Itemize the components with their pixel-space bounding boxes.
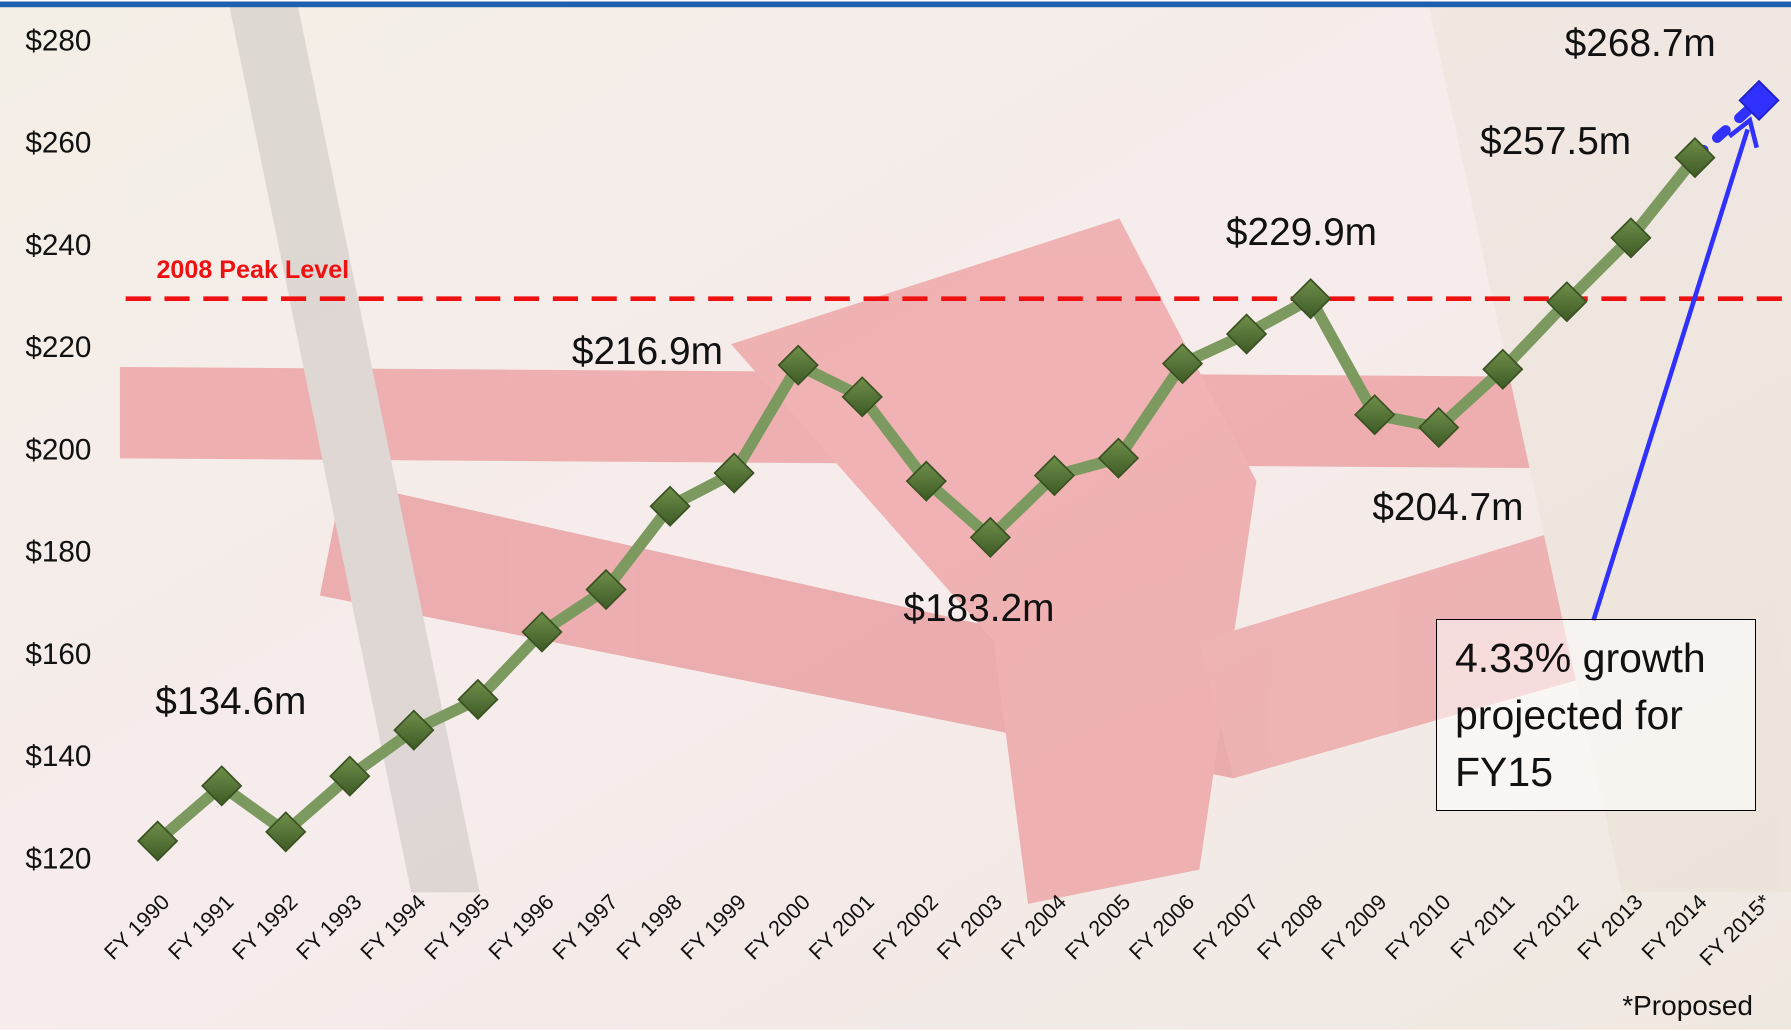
data-point: [1674, 136, 1716, 179]
data-label: $229.9m: [1226, 211, 1377, 254]
data-point: [393, 709, 435, 751]
reference-label: 2008 Peak Level: [156, 256, 349, 284]
data-point: [1097, 437, 1140, 479]
data-point: [1289, 278, 1332, 320]
data-point: [777, 344, 819, 386]
data-label: $257.5m: [1480, 120, 1631, 163]
y-tick-label: $200: [25, 433, 91, 466]
data-point: [1546, 281, 1588, 323]
data-label: $183.2m: [903, 587, 1054, 630]
y-tick-label: $140: [25, 740, 91, 773]
data-point: [265, 811, 307, 853]
y-tick-label: $120: [25, 842, 91, 875]
data-point: [1225, 313, 1268, 355]
data-point: [969, 516, 1011, 559]
data-point: [905, 460, 947, 502]
data-point: [1738, 79, 1780, 122]
data-label: $204.7m: [1372, 486, 1523, 529]
data-point: [521, 611, 563, 653]
data-point: [841, 376, 883, 418]
data-point: [1482, 348, 1524, 390]
y-tick-label: $220: [25, 331, 91, 364]
data-label: $134.6m: [155, 680, 306, 723]
data-point: [329, 755, 371, 797]
data-label: $216.9m: [572, 330, 723, 373]
y-tick-label: $240: [25, 229, 91, 262]
y-tick-label: $160: [25, 638, 91, 671]
data-point: [585, 568, 627, 611]
footnote: *Proposed: [1622, 990, 1753, 1021]
data-point: [201, 765, 243, 807]
data-point: [1354, 394, 1396, 436]
data-point: [1161, 342, 1204, 385]
data-point: [1610, 217, 1652, 259]
y-tick-label: $180: [25, 536, 91, 569]
data-point: [136, 820, 179, 862]
top-bar: [0, 1, 1791, 8]
annotation-box: 4.33% growth projected for FY15: [1436, 619, 1756, 811]
data-point: [1418, 406, 1460, 449]
data-point: [457, 678, 499, 721]
data-label: $268.7m: [1565, 22, 1716, 65]
data-point: [713, 452, 755, 494]
data-point: [649, 485, 691, 527]
data-point: [1033, 454, 1076, 497]
y-tick-label: $280: [25, 24, 91, 57]
arrow-head: [1727, 116, 1759, 149]
y-tick-label: $260: [25, 127, 91, 160]
annotation-arrow: [1591, 128, 1750, 622]
